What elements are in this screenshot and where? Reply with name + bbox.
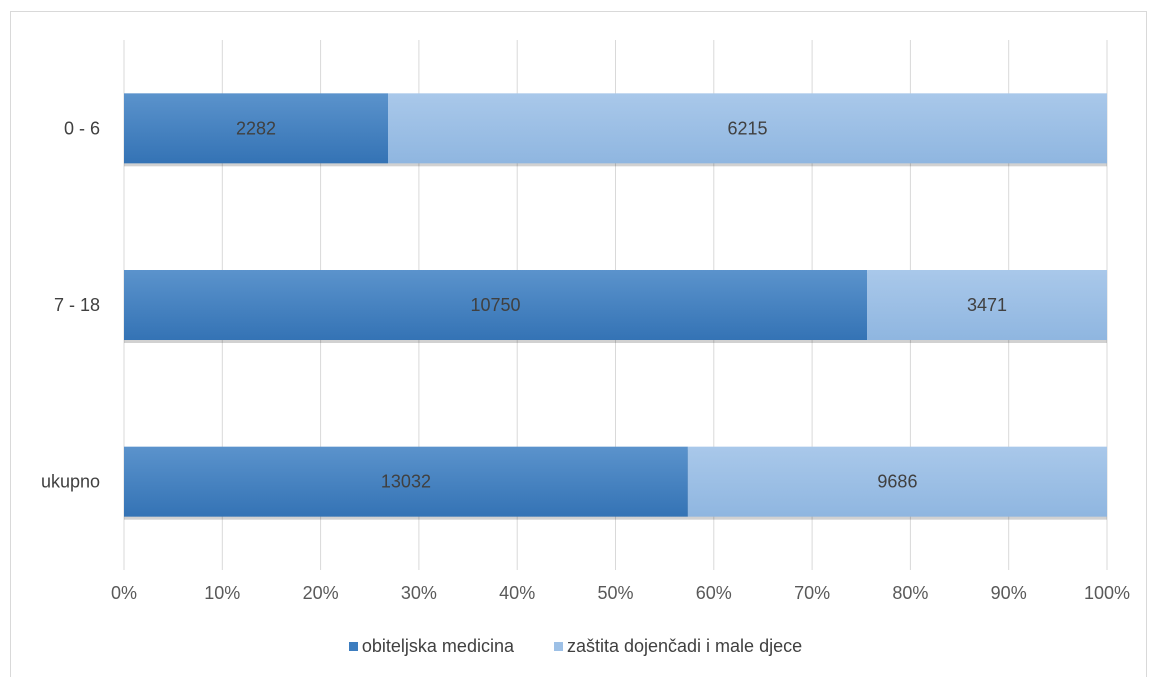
- bar-segment: [124, 446, 688, 517]
- bar-segment: [867, 270, 1107, 340]
- category-label: ukupno: [41, 472, 100, 492]
- bar-segment: [124, 93, 388, 164]
- x-tick-label: 0%: [111, 583, 137, 603]
- data-label: 10750: [471, 295, 521, 315]
- value-axis: 0% 10% 20% 30% 40% 50% 60% 70% 80% 90% 100%: [111, 583, 1130, 603]
- data-label: 6215: [727, 118, 767, 138]
- legend-item-obiteljska-medicina: obiteljska medicina: [348, 635, 514, 657]
- bar-segment: [387, 93, 1107, 164]
- bar-segment: [687, 446, 1107, 517]
- x-tick-label: 30%: [401, 583, 437, 603]
- x-tick-label: 40%: [499, 583, 535, 603]
- x-tick-label: 20%: [303, 583, 339, 603]
- x-tick-label: 100%: [1084, 583, 1130, 603]
- legend-swatch: [348, 641, 358, 651]
- data-label: 3471: [967, 295, 1007, 315]
- category-axis: 0 - 6 7 - 18 ukupno: [41, 118, 100, 491]
- data-label: 9686: [877, 472, 917, 492]
- data-label: 2282: [236, 118, 276, 138]
- bars: [124, 93, 1107, 520]
- legend-label: zaštita dojenčadi i male djece: [566, 635, 803, 656]
- legend: obiteljska medicina zaštita dojenčadi i …: [0, 633, 1151, 659]
- bar-segment: [124, 270, 868, 340]
- x-tick-label: 10%: [204, 583, 240, 603]
- x-tick-label: 70%: [794, 583, 830, 603]
- x-tick-label: 50%: [597, 583, 633, 603]
- data-labels: 2282 6215 10750 3471 13032 9686: [236, 118, 1007, 491]
- category-label: 0 - 6: [64, 118, 100, 138]
- category-label: 7 - 18: [54, 295, 100, 315]
- x-tick-label: 60%: [696, 583, 732, 603]
- legend-label: obiteljska medicina: [361, 635, 514, 656]
- data-label: 13032: [381, 472, 431, 492]
- x-tick-label: 80%: [892, 583, 928, 603]
- legend-swatch: [553, 641, 563, 651]
- x-tick-label: 90%: [991, 583, 1027, 603]
- legend-item-zastita-dojencadi: zaštita dojenčadi i male djece: [553, 635, 803, 657]
